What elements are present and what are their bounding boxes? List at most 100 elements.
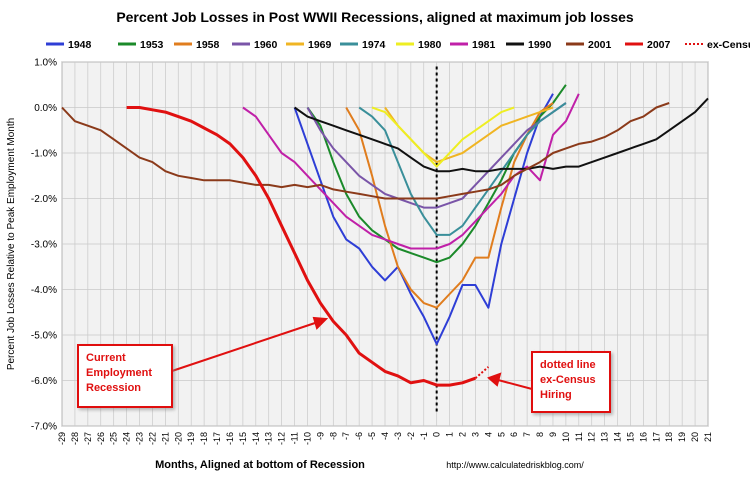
legend-label: 1948 (68, 39, 92, 51)
x-tick-label: -10 (302, 432, 312, 445)
series-line-2007 (126, 106, 476, 387)
x-tick-label: -11 (290, 432, 300, 444)
series-line-1990 (294, 97, 709, 173)
x-tick-label: 13 (600, 432, 610, 442)
x-tick-label: -1 (419, 432, 429, 440)
y-tick-label: -3.0% (31, 240, 57, 251)
legend-label: 1980 (418, 39, 442, 51)
x-tick-label: 7 (522, 432, 532, 437)
x-tick-label: -19 (186, 432, 196, 445)
x-tick-label: 11 (574, 432, 584, 441)
series-line-1948 (293, 93, 554, 346)
y-axis-ticks: 1.0% 0.0% -1.0% -2.0% -3.0% -4.0% -5.0% -6.0% -7… (31, 58, 57, 433)
x-tick-label: 3 (470, 432, 480, 437)
legend-label: 1960 (254, 39, 278, 51)
ex-census-arrowhead (487, 372, 502, 387)
y-tick-label: -5.0% (31, 331, 57, 342)
annotation-text: dotted line ex-Census Hiring (540, 359, 596, 401)
y-tick-label: 1.0% (34, 58, 57, 69)
x-tick-label: -23 (135, 432, 145, 445)
x-tick-label: 6 (509, 432, 519, 437)
series-lines (61, 84, 709, 387)
x-tick-label: -15 (238, 432, 248, 445)
y-tick-label: -1.0% (31, 149, 57, 160)
series-line-1974 (358, 102, 567, 236)
x-tick-label: -22 (147, 432, 157, 445)
x-tick-label: -28 (70, 432, 80, 445)
y-tick-label: -7.0% (31, 422, 57, 433)
annotation-box (531, 351, 611, 413)
x-tick-label: 17 (651, 432, 661, 442)
y-tick-label: -2.0% (31, 194, 57, 205)
x-tick-label: 9 (548, 432, 558, 437)
x-tick-label: -14 (251, 432, 261, 445)
y-tick-label: -4.0% (31, 285, 57, 296)
x-tick-label: 10 (561, 432, 571, 442)
x-tick-label: 12 (587, 432, 597, 442)
legend-label: 2007 (647, 39, 671, 51)
x-tick-label: 0 (432, 432, 442, 437)
x-tick-label: -24 (122, 432, 132, 445)
legend-label: ex-Census (707, 39, 750, 51)
x-tick-label: -7 (341, 432, 351, 440)
x-tick-label: 14 (613, 432, 623, 442)
legend-label: 1958 (196, 39, 220, 51)
x-tick-label: -3 (393, 432, 403, 440)
x-tick-label: -20 (173, 432, 183, 445)
annotation-text: Current Employment Recession (86, 352, 152, 394)
x-tick-label: -29 (57, 432, 67, 445)
series-line-1980 (371, 106, 515, 168)
x-tick-label: -8 (328, 432, 338, 440)
x-tick-label: -25 (109, 432, 119, 445)
legend: 1948 1953 1958 1960 1969 1974 1980 1981 1990 2001… (46, 39, 750, 51)
x-tick-label: -5 (367, 432, 377, 440)
x-tick-label: 16 (638, 432, 648, 442)
x-tick-label: -27 (83, 432, 93, 445)
ex-census-arrow (497, 379, 533, 390)
x-axis-label: Months, Aligned at bottom of Recession (155, 459, 365, 471)
chart-title: Percent Job Losses in Post WWII Recessio… (116, 9, 634, 25)
x-tick-label: -6 (354, 432, 364, 440)
x-tick-label: 4 (483, 432, 493, 437)
x-tick-label: -18 (199, 432, 209, 445)
legend-label: 1969 (308, 39, 332, 51)
current-recession-arrowhead (312, 316, 329, 330)
x-tick-label: 19 (677, 432, 687, 442)
current-recession-arrow (171, 321, 319, 372)
x-tick-label: 1 (445, 432, 455, 437)
legend-label: 1990 (528, 39, 552, 51)
x-tick-label: 21 (703, 432, 713, 442)
series-line-2001 (61, 102, 670, 200)
x-tick-label: 5 (496, 432, 506, 437)
annotation-current-recession: Current Employment Recession (77, 344, 173, 408)
annotation-arrows (171, 316, 533, 390)
y-tick-label: 0.0% (34, 103, 57, 114)
x-tick-label: -2 (406, 432, 416, 440)
x-tick-label: 2 (458, 432, 468, 437)
legend-label: 1953 (140, 39, 164, 51)
x-tick-label: 8 (535, 432, 545, 437)
x-tick-label: 20 (690, 432, 700, 442)
legend-label: 2001 (588, 39, 612, 51)
x-tick-label: -12 (277, 432, 287, 445)
x-tick-label: -13 (264, 432, 274, 445)
x-tick-label: -4 (380, 432, 390, 440)
y-tick-label: -6.0% (31, 376, 57, 387)
x-tick-label: -9 (315, 432, 325, 440)
x-tick-label: 18 (664, 432, 674, 442)
legend-label: 1974 (362, 39, 386, 51)
x-tick-label: -21 (160, 432, 170, 445)
annotation-box (77, 344, 173, 408)
source-url: http://www.calculatedriskblog.com/ (446, 460, 584, 470)
legend-label: 1981 (472, 39, 496, 51)
x-tick-label: -26 (96, 432, 106, 445)
y-axis-label: Percent Job Losses Relative to Peak Empl… (6, 118, 17, 370)
x-tick-label: 15 (625, 432, 635, 442)
series-line-1958 (345, 102, 554, 309)
x-tick-label: -17 (212, 432, 222, 445)
series-line-1960 (306, 102, 567, 209)
x-axis-ticks: -29 -28 -27 -26 -25 -24 -23 -22 -21 -20 -19 -18 -17-… (57, 432, 713, 445)
series-line-ex-census (474, 366, 490, 379)
